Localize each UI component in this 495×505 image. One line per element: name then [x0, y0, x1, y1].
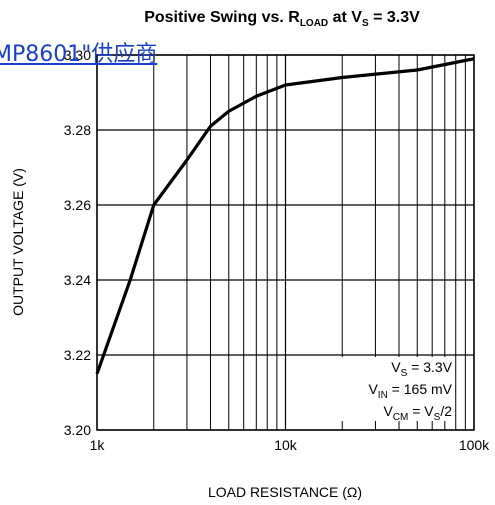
y-tick-label: 3.28 [64, 122, 91, 138]
chart-title: Positive Swing vs. RLOAD at VS = 3.3V [144, 9, 420, 29]
text-part: at V [328, 9, 362, 26]
y-axis-label: OUTPUT VOLTAGE (V) [10, 168, 26, 316]
text-part: /2 [440, 403, 452, 419]
text-part: = 3.3V [407, 359, 452, 375]
y-tick-label: 3.22 [64, 347, 91, 363]
text-part: Positive Swing vs. R [144, 9, 300, 26]
subscript: S [434, 412, 441, 423]
x-axis-label: LOAD RESISTANCE (Ω) [208, 484, 362, 500]
line [95, 57, 475, 375]
x-tick-label: 1k [90, 437, 106, 453]
annotation: VCM = VS/2 [383, 403, 452, 423]
subscript: S [401, 368, 408, 379]
y-tick-label: 3.24 [64, 272, 91, 288]
y-tick-label: 3.26 [64, 197, 91, 213]
text-part: V [368, 381, 378, 397]
text-part: = 165 mV [388, 381, 453, 397]
subscript: CM [393, 412, 409, 423]
link[interactable]: MP8601"供应商 [0, 42, 158, 67]
text-part: V [383, 403, 393, 419]
text-part: = V [408, 403, 434, 419]
x-tick-label: 10k [274, 437, 298, 453]
text-part: = 3.3V [369, 9, 420, 26]
y-tick-label: 3.30 [64, 47, 91, 63]
plot-frame [96, 54, 475, 431]
y-tick-label: 3.20 [64, 422, 91, 438]
subscript: IN [378, 390, 388, 401]
text-part: V [391, 359, 401, 375]
annotation: VS = 3.3V [391, 359, 452, 379]
subscript: LOAD [300, 18, 328, 29]
x-tick-label: 100k [459, 437, 490, 453]
annotation: VIN = 165 mV [368, 381, 452, 401]
subscript: S [362, 18, 369, 29]
annotation-bg [318, 357, 454, 421]
